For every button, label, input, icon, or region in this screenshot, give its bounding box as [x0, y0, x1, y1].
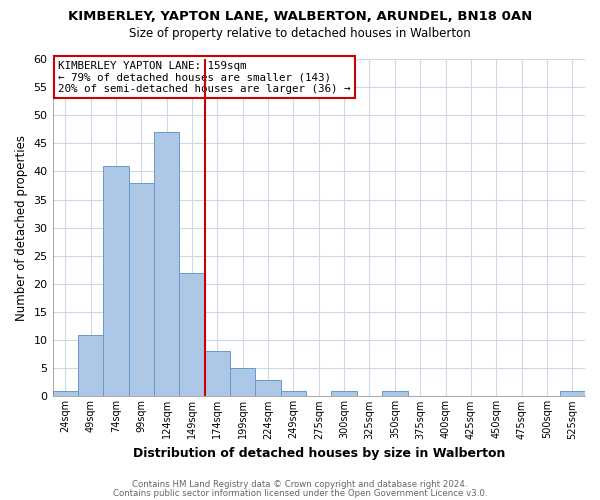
Bar: [230, 368, 256, 396]
Bar: [560, 391, 585, 396]
Text: KIMBERLEY YAPTON LANE: 159sqm
← 79% of detached houses are smaller (143)
20% of : KIMBERLEY YAPTON LANE: 159sqm ← 79% of d…: [58, 60, 350, 94]
Bar: [331, 391, 357, 396]
X-axis label: Distribution of detached houses by size in Walberton: Distribution of detached houses by size …: [133, 447, 505, 460]
Bar: [103, 166, 128, 396]
Bar: [179, 272, 205, 396]
Bar: [53, 391, 78, 396]
Bar: [154, 132, 179, 396]
Text: KIMBERLEY, YAPTON LANE, WALBERTON, ARUNDEL, BN18 0AN: KIMBERLEY, YAPTON LANE, WALBERTON, ARUND…: [68, 10, 532, 23]
Y-axis label: Number of detached properties: Number of detached properties: [15, 134, 28, 320]
Bar: [78, 334, 103, 396]
Bar: [205, 352, 230, 397]
Bar: [382, 391, 407, 396]
Text: Contains public sector information licensed under the Open Government Licence v3: Contains public sector information licen…: [113, 488, 487, 498]
Bar: [281, 391, 306, 396]
Text: Contains HM Land Registry data © Crown copyright and database right 2024.: Contains HM Land Registry data © Crown c…: [132, 480, 468, 489]
Bar: [128, 182, 154, 396]
Bar: [256, 380, 281, 396]
Text: Size of property relative to detached houses in Walberton: Size of property relative to detached ho…: [129, 28, 471, 40]
